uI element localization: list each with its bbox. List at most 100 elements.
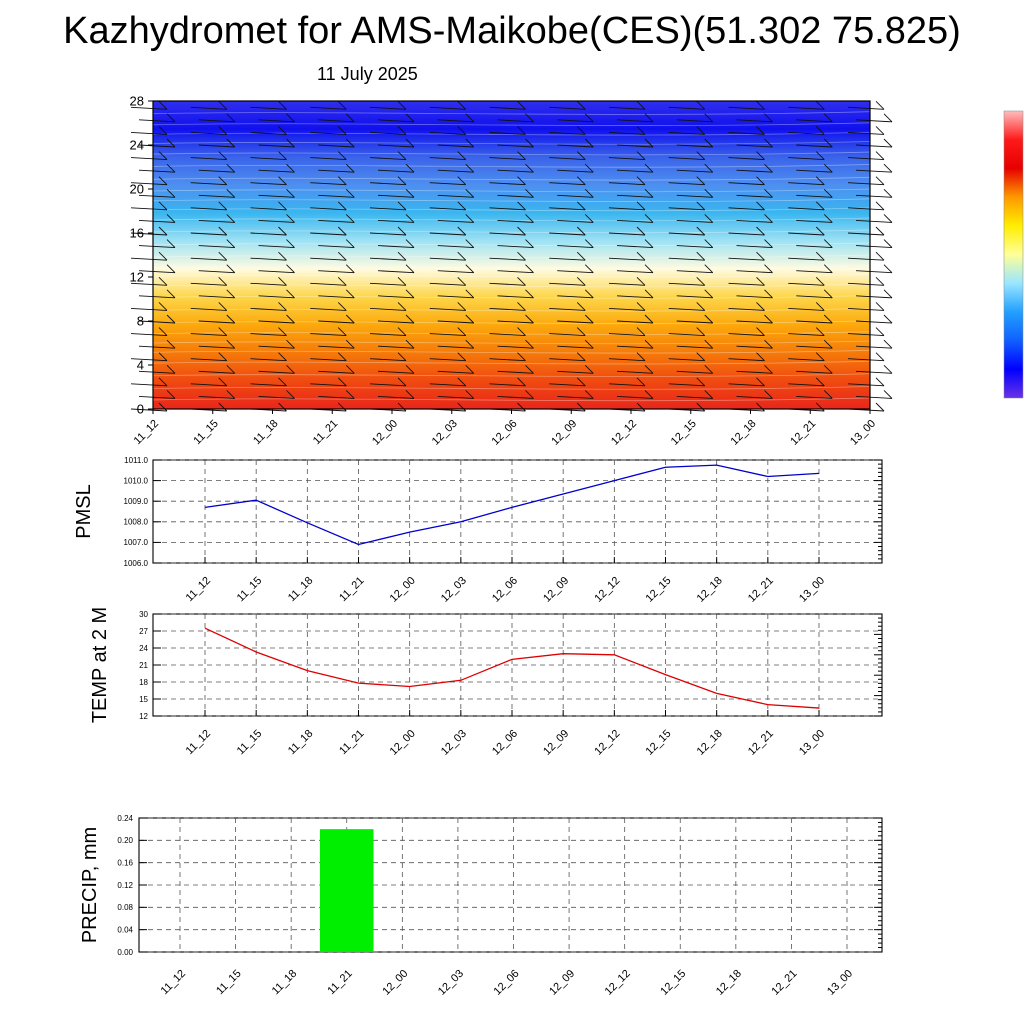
wind-barb xyxy=(557,119,594,123)
wind-barb xyxy=(377,219,415,223)
precip-bar xyxy=(319,829,374,952)
wind-barb-flag xyxy=(584,214,594,223)
wind-barb xyxy=(847,282,885,286)
wind-barb xyxy=(489,333,526,337)
wind-barb xyxy=(557,169,594,173)
wind-barb-flag xyxy=(815,226,825,236)
wind-barb-flag xyxy=(517,151,526,160)
wind-barb xyxy=(198,144,235,148)
wind-barb xyxy=(377,345,415,349)
wind-barb-flag xyxy=(278,100,287,110)
wind-barb-flag xyxy=(644,364,654,374)
wind-barb xyxy=(497,219,534,223)
wind-barb xyxy=(258,169,295,173)
wind-barb-flag xyxy=(764,364,773,374)
x-tick-label: 11_12 xyxy=(184,728,214,758)
wind-barb-flag xyxy=(823,289,833,299)
wind-barb-flag xyxy=(158,327,168,336)
wind-barb xyxy=(130,257,168,261)
wind-barb-flag xyxy=(218,302,228,311)
wind-barb-flag xyxy=(397,100,407,110)
wind-barb-flag xyxy=(875,377,885,387)
wind-barb-flag xyxy=(345,339,355,349)
wind-barb xyxy=(847,157,885,161)
wind-barb-flag xyxy=(584,364,594,374)
wind-barb xyxy=(557,144,594,148)
wind-barb-flag xyxy=(457,126,467,135)
contour-line xyxy=(152,111,871,115)
wind-barb-flag xyxy=(278,151,287,160)
wind-barb xyxy=(310,232,347,236)
wind-barb-flag xyxy=(457,176,467,186)
wind-barb-flag xyxy=(584,264,594,274)
wind-barb xyxy=(377,245,415,249)
wind-barb-flag xyxy=(286,339,295,349)
x-tick-label: 11_12 xyxy=(159,968,189,998)
wind-barb xyxy=(676,395,713,399)
wind-barb-flag xyxy=(158,377,168,387)
wind-barb xyxy=(318,219,355,223)
wind-barb-flag xyxy=(286,390,295,399)
wind-barb xyxy=(616,219,654,223)
wind-barb-flag xyxy=(337,126,347,135)
wind-barb xyxy=(130,282,168,286)
wind-barb xyxy=(728,207,765,211)
wind-barb-flag xyxy=(525,239,534,248)
wind-barb-flag xyxy=(457,302,467,311)
wind-barb xyxy=(198,295,235,299)
wind-barb-flag xyxy=(823,239,833,248)
wind-barb xyxy=(489,358,526,362)
x-tick-label: 12_06 xyxy=(490,575,520,605)
wind-barb-flag xyxy=(457,151,467,160)
contour-line xyxy=(152,274,871,278)
wind-barb-flag xyxy=(218,201,228,211)
wind-barb xyxy=(668,307,705,311)
wind-barb-flag xyxy=(405,113,415,123)
wind-barb xyxy=(549,182,586,186)
wind-barb-flag xyxy=(815,402,825,412)
wind-barb xyxy=(250,257,287,261)
wind-barb-flag xyxy=(158,302,168,311)
wind-barb-flag xyxy=(226,364,236,374)
wind-barb xyxy=(788,131,825,135)
wind-barb-flag xyxy=(584,339,594,349)
wind-barb-flag xyxy=(278,327,287,336)
wind-barb-flag xyxy=(576,176,586,186)
wind-barb xyxy=(318,169,355,173)
wind-barb xyxy=(190,232,227,236)
wind-barb-flag xyxy=(815,302,825,311)
wind-barb xyxy=(489,257,526,261)
wind-barb xyxy=(736,245,773,249)
wind-barb xyxy=(788,358,825,362)
wind-barb xyxy=(788,182,825,186)
wind-barb-flag xyxy=(286,188,295,198)
wind-barb xyxy=(429,232,466,236)
wind-barb xyxy=(557,370,594,374)
wind-barb xyxy=(855,395,893,399)
wind-barb xyxy=(736,144,773,148)
y-tick-label: 27 xyxy=(139,627,148,636)
wind-barb-flag xyxy=(278,201,287,211)
wind-barb-flag xyxy=(166,314,176,324)
wind-barb xyxy=(668,232,705,236)
x-tick-label: 12_12 xyxy=(592,575,622,605)
wind-barb-flag xyxy=(584,163,594,173)
wind-barb xyxy=(250,333,287,337)
wind-barb-flag xyxy=(823,138,833,148)
wind-barb-flag xyxy=(517,377,526,387)
wind-barb-flag xyxy=(883,390,893,399)
x-tick-label: 12_03 xyxy=(439,728,469,758)
wind-barb xyxy=(310,282,347,286)
wind-barb-flag xyxy=(636,302,646,311)
wind-barb-flag xyxy=(875,402,885,412)
y-tick-label: 0.24 xyxy=(117,814,133,823)
wind-barb xyxy=(318,144,355,148)
wind-barb xyxy=(369,207,407,211)
y-tick-label: 1007.0 xyxy=(124,538,149,547)
wind-barb xyxy=(736,270,773,274)
wind-barb-flag xyxy=(883,339,893,349)
contour-line xyxy=(152,331,871,335)
wind-barb-flag xyxy=(883,138,893,148)
wind-barb xyxy=(668,157,705,161)
wind-barb-flag xyxy=(405,390,415,399)
